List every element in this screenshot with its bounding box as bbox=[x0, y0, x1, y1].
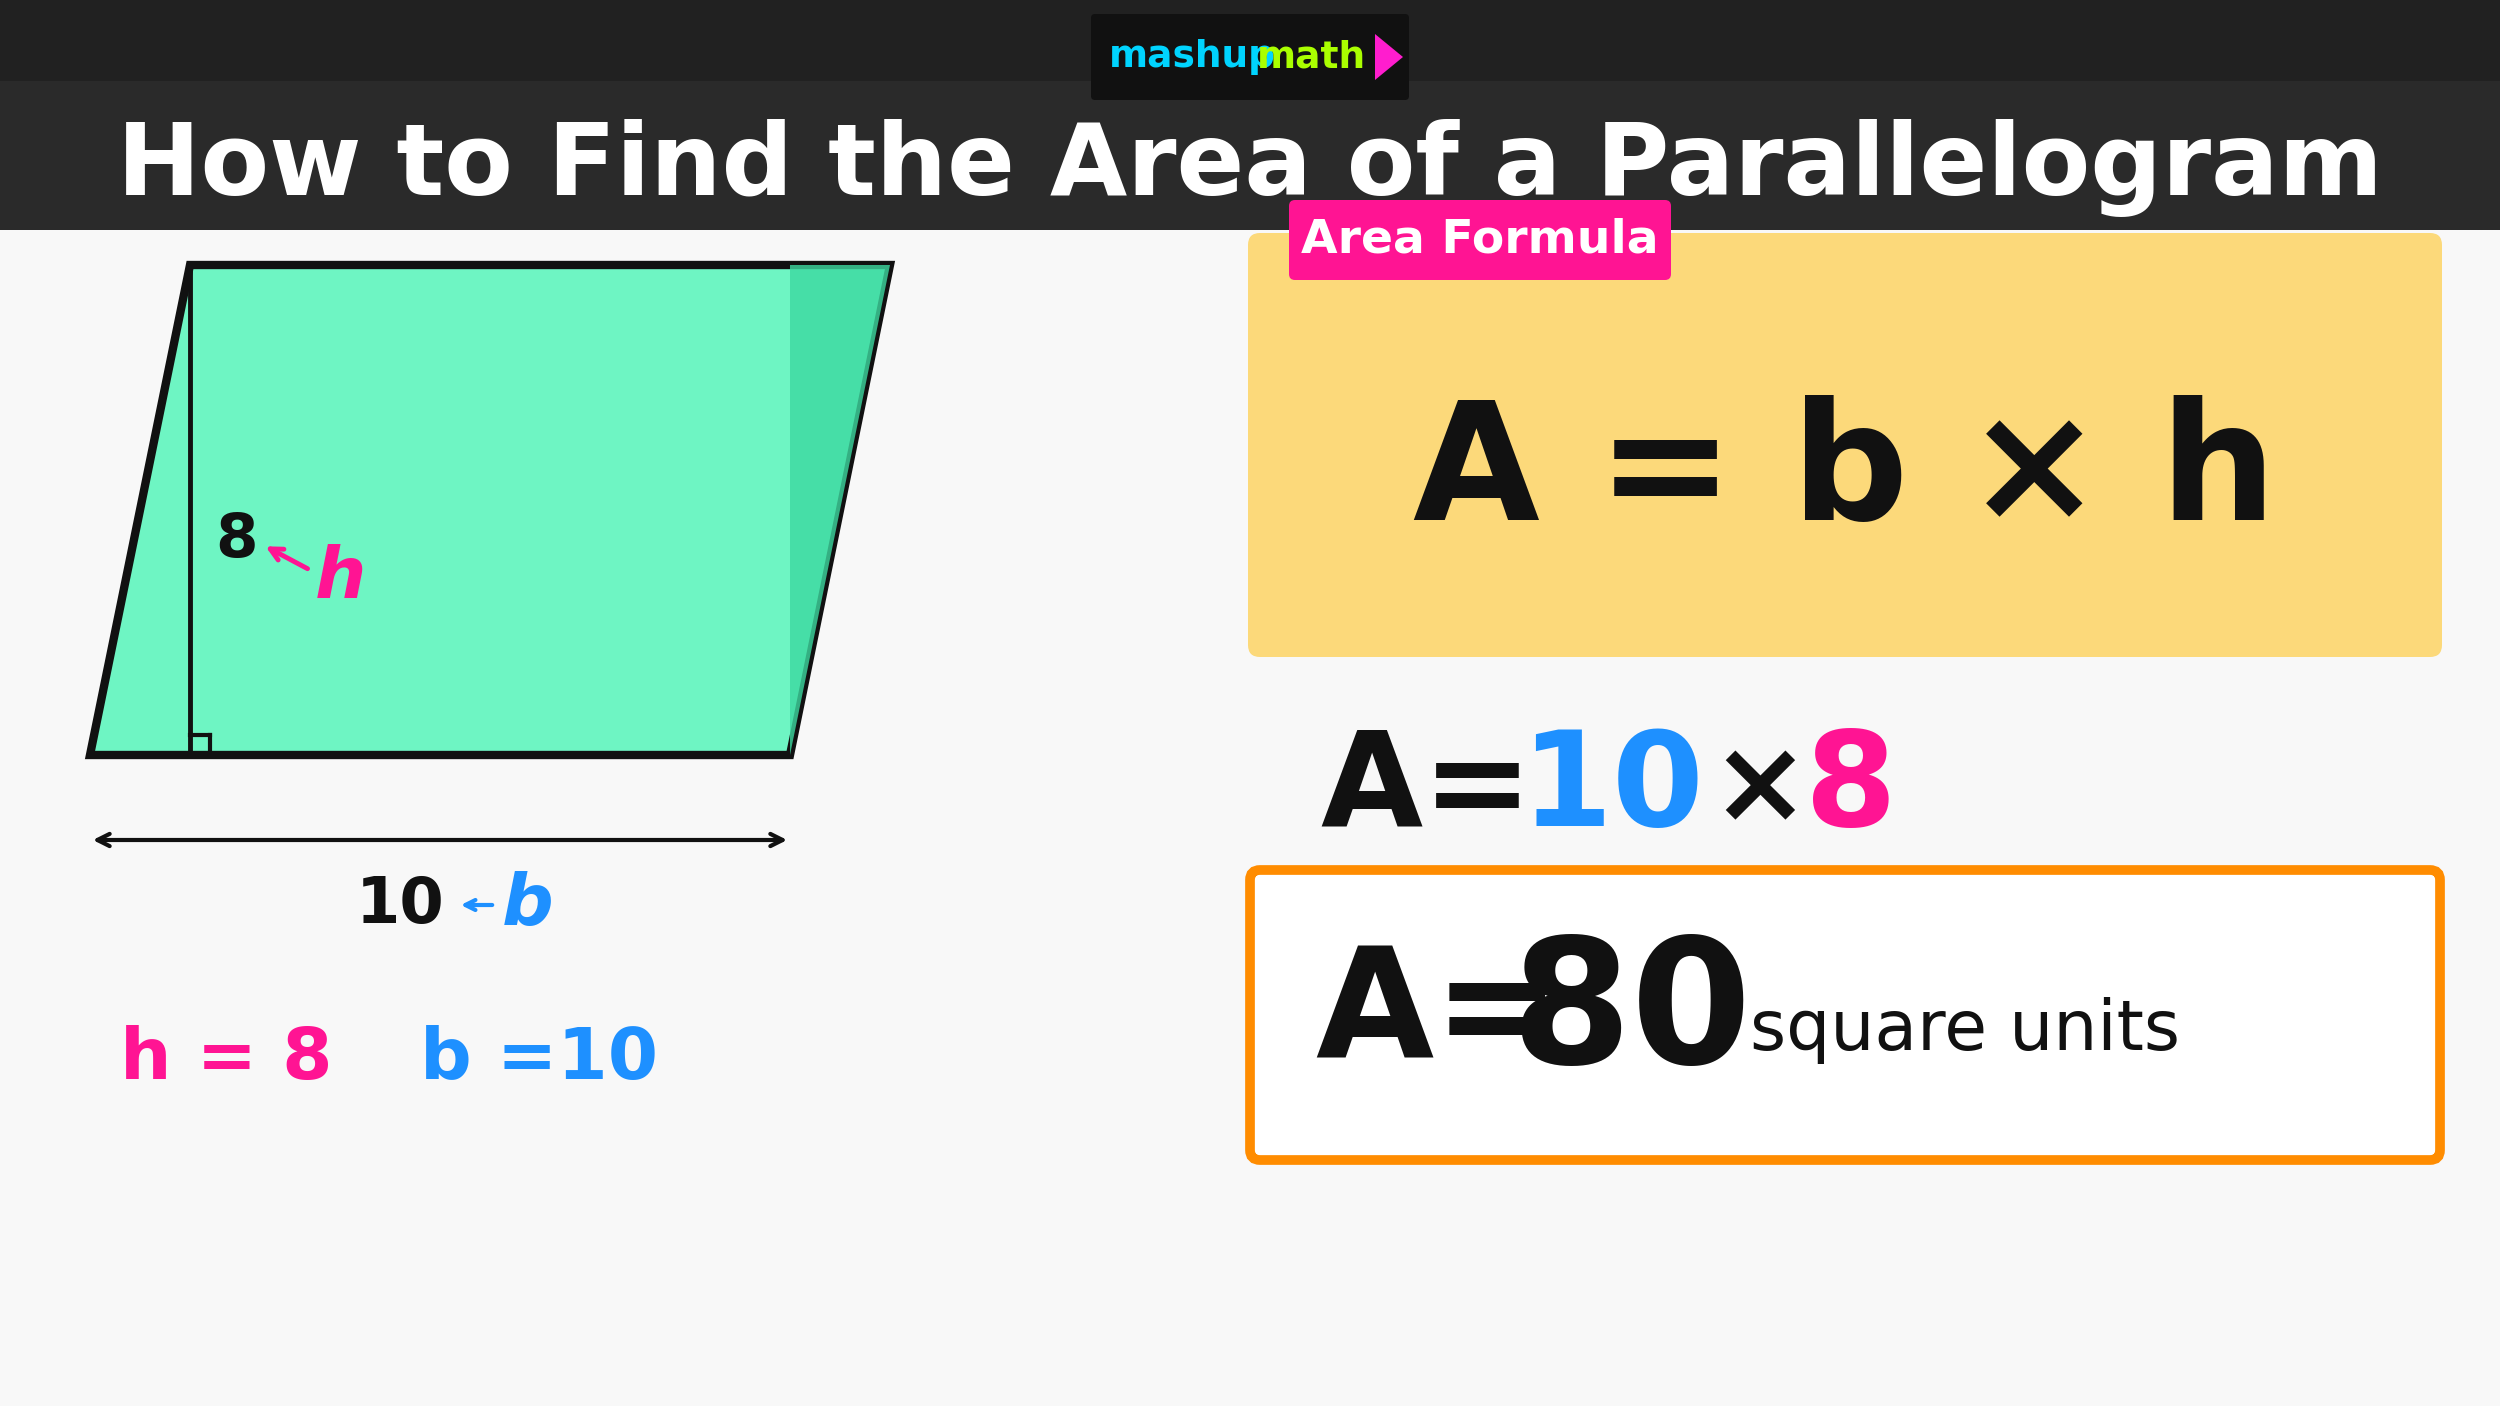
FancyBboxPatch shape bbox=[1090, 14, 1410, 100]
Text: A=: A= bbox=[1320, 727, 1532, 853]
Bar bbox=[0, 0, 2500, 80]
FancyBboxPatch shape bbox=[1250, 870, 2440, 1160]
Polygon shape bbox=[90, 264, 890, 755]
Text: b: b bbox=[503, 870, 555, 939]
Text: 8: 8 bbox=[1805, 727, 1898, 853]
Text: 8: 8 bbox=[215, 510, 258, 569]
Text: How to Find the Area of a Parallelogram: How to Find the Area of a Parallelogram bbox=[118, 120, 2382, 217]
Text: 80: 80 bbox=[1510, 931, 1752, 1099]
Polygon shape bbox=[790, 264, 890, 755]
Text: A=: A= bbox=[1315, 941, 1560, 1090]
Text: h = 8: h = 8 bbox=[120, 1025, 332, 1094]
Text: 10: 10 bbox=[1520, 727, 1705, 853]
Text: b =10: b =10 bbox=[420, 1025, 658, 1094]
Bar bbox=[0, 0, 2500, 231]
FancyBboxPatch shape bbox=[1248, 233, 2442, 657]
Text: math: math bbox=[1258, 39, 1365, 75]
Text: h: h bbox=[315, 544, 368, 613]
Text: Area Formula: Area Formula bbox=[1300, 218, 1660, 263]
Text: square units: square units bbox=[1750, 997, 2180, 1063]
Text: 10: 10 bbox=[355, 875, 445, 936]
Text: mashup: mashup bbox=[1110, 39, 1275, 75]
Polygon shape bbox=[1375, 34, 1402, 80]
FancyBboxPatch shape bbox=[1290, 200, 1670, 280]
Text: A = b × h: A = b × h bbox=[1412, 395, 2278, 554]
Text: ×: × bbox=[1710, 733, 1810, 848]
